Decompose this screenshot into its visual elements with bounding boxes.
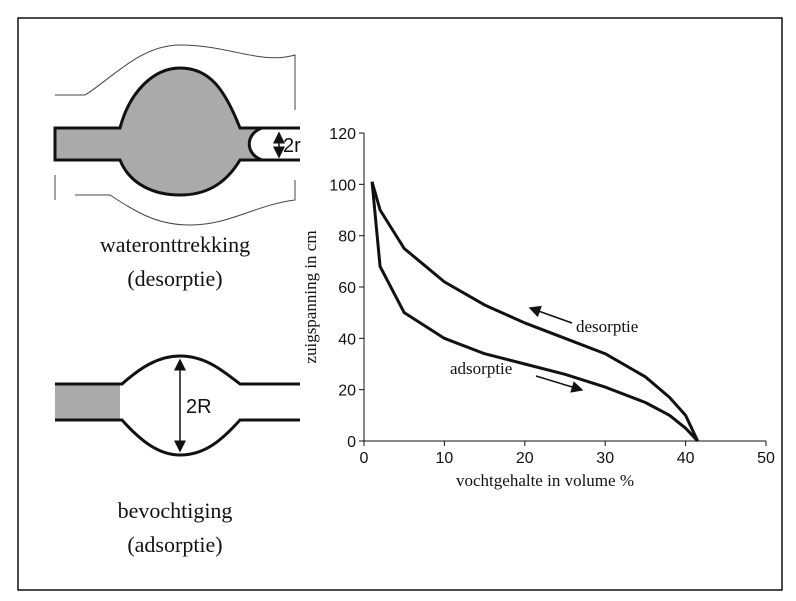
x-tick-label: 40	[677, 450, 695, 467]
series-annotation: desorptie	[576, 317, 638, 336]
x-tick-label: 30	[596, 450, 614, 467]
series-annotation: adsorptie	[450, 359, 512, 378]
series-line	[370, 181, 700, 442]
y-tick-label: 20	[338, 383, 356, 400]
x-axis-title: vochtgehalte in volume %	[456, 471, 634, 490]
y-tick-label: 100	[329, 177, 356, 194]
pore-outline	[54, 44, 296, 226]
radius-label: 2R	[186, 396, 212, 418]
chart: 0 10 20 30 40 50 0 20 40 60 80 100 120 vochtgehalte i…	[301, 126, 775, 490]
pore-water	[55, 384, 120, 420]
pore-wall	[55, 354, 300, 457]
pore-meniscus	[111, 384, 120, 420]
frame	[17, 17, 783, 591]
y-tick-label: 80	[338, 229, 356, 246]
y-tick-label: 120	[329, 126, 356, 143]
pore-tube	[262, 126, 300, 162]
pore-water	[53, 66, 263, 197]
y-tick-label: 60	[338, 280, 356, 297]
series-line	[370, 181, 699, 443]
radius-label: 2r	[283, 135, 301, 157]
y-tick-label: 0	[347, 434, 356, 451]
y-axis-title: zuigspanning in cm	[301, 230, 320, 363]
diagram-sublabel: (desorptie)	[127, 266, 222, 291]
annotation-arrow	[535, 375, 584, 393]
x-tick-label: 20	[516, 450, 534, 467]
x-tick-label: 50	[757, 450, 775, 467]
diagram-sublabel: (adsorptie)	[127, 532, 222, 557]
y-tick-label: 40	[338, 331, 356, 348]
x-tick-label: 10	[436, 450, 454, 467]
annotation-arrow	[528, 305, 573, 324]
diagram-label: wateronttrekking	[100, 232, 250, 257]
x-tick-label: 0	[360, 450, 369, 467]
diagram-label: bevochtiging	[118, 498, 233, 523]
